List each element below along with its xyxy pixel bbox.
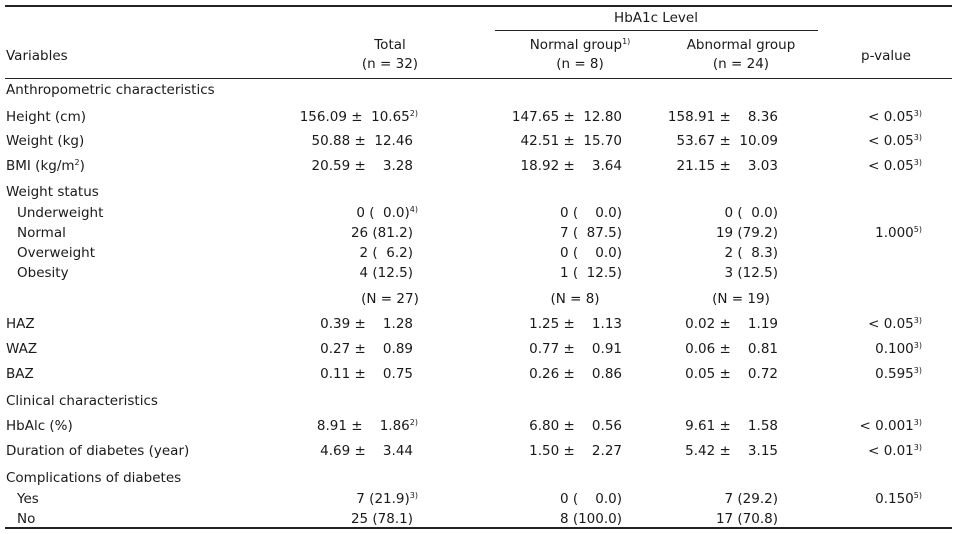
row-label: Weight status: [6, 184, 99, 200]
normal-group-cell: 1 ( 12.5): [559, 265, 622, 281]
variables-header: Variables: [6, 48, 68, 64]
abnormal-group-cell: 7 (29.2): [724, 491, 778, 507]
total-header: Total: [374, 37, 406, 53]
p-value-cell: 0.1003): [875, 341, 922, 357]
abnormal-group-cell: (N = 19): [712, 291, 770, 307]
normal-n-header: (n = 8): [556, 56, 604, 72]
row-label: Overweight: [17, 245, 95, 261]
normal-group-cell: 0 ( 0.0): [559, 245, 622, 261]
hba1c-level-header: HbA1c Level: [614, 10, 698, 26]
row-label: BAZ: [6, 366, 34, 382]
total-cell: 0 ( 0.0)4): [356, 205, 418, 221]
total-cell: 26 (81.2): [350, 225, 413, 241]
normal-group-cell: 0 ( 0.0): [559, 205, 622, 221]
total-cell: 0.27 ± 0.89: [320, 341, 413, 357]
total-cell: 7 (21.9)3): [356, 491, 418, 507]
row-label: Normal: [17, 225, 66, 241]
total-n-header: (n = 32): [361, 56, 419, 72]
total-cell: 156.09 ± 10.652): [299, 109, 418, 125]
total-cell: 25 (78.1): [350, 511, 413, 527]
row-label: Yes: [17, 491, 39, 507]
bottom-rule: [5, 527, 952, 529]
abnormal-group-cell: 5.42 ± 3.15: [685, 443, 778, 459]
normal-group-header: Normal group1): [529, 37, 631, 53]
p-value-cell: 1.0005): [875, 225, 922, 241]
normal-group-cell: 6.80 ± 0.56: [529, 418, 622, 434]
total-cell: 2 ( 6.2): [359, 245, 413, 261]
total-cell: (N = 27): [361, 291, 419, 307]
abnormal-group-cell: 9.61 ± 1.58: [685, 418, 778, 434]
row-label: Obesity: [17, 265, 69, 281]
abnormal-group-cell: 2 ( 8.3): [724, 245, 778, 261]
normal-group-cell: 147.65 ± 12.80: [511, 109, 622, 125]
row-label: No: [17, 511, 36, 527]
p-value-cell: < 0.0013): [859, 418, 922, 434]
abnormal-group-cell: 17 (70.8): [715, 511, 778, 527]
p-value-cell: 0.5953): [875, 366, 922, 382]
p-value-cell: < 0.053): [868, 133, 922, 149]
p-value-cell: < 0.053): [868, 316, 922, 332]
total-cell: 0.11 ± 0.75: [320, 366, 413, 382]
abnormal-group-cell: 19 (79.2): [715, 225, 778, 241]
normal-group-cell: 1.25 ± 1.13: [529, 316, 622, 332]
normal-group-cell: 1.50 ± 2.27: [529, 443, 622, 459]
normal-group-cell: 42.51 ± 15.70: [520, 133, 622, 149]
normal-group-cell: 7 ( 87.5): [559, 225, 622, 241]
p-value-cell: 0.1505): [875, 491, 922, 507]
abnormal-group-header: Abnormal group: [686, 37, 796, 53]
abnormal-group-cell: 21.15 ± 3.03: [676, 158, 778, 174]
total-cell: 8.91 ± 1.862): [316, 418, 418, 434]
normal-group-cell: 8 (100.0): [559, 511, 622, 527]
p-value-cell: < 0.013): [868, 443, 922, 459]
row-label: Weight (kg): [6, 133, 85, 149]
row-label: Complications of diabetes: [6, 470, 182, 486]
total-cell: 0.39 ± 1.28: [320, 316, 413, 332]
normal-group-cell: 0.77 ± 0.91: [529, 341, 622, 357]
row-label: BMI (kg/m2): [6, 158, 85, 174]
p-value-cell: < 0.053): [868, 158, 922, 174]
total-cell: 4.69 ± 3.44: [320, 443, 413, 459]
row-label: WAZ: [6, 341, 38, 357]
normal-group-cell: (N = 8): [550, 291, 600, 307]
row-label: Height (cm): [6, 109, 87, 125]
top-rule: [5, 5, 952, 7]
hba1c-span-rule: [495, 30, 818, 31]
row-label: Anthropometric characteristics: [6, 82, 215, 98]
row-label: Clinical characteristics: [6, 393, 158, 409]
total-cell: 4 (12.5): [359, 265, 413, 281]
abnormal-group-cell: 0.02 ± 1.19: [685, 316, 778, 332]
normal-group-cell: 18.92 ± 3.64: [520, 158, 622, 174]
abnormal-group-cell: 3 (12.5): [724, 265, 778, 281]
header-bottom-rule: [5, 78, 952, 79]
total-cell: 50.88 ± 12.46: [311, 133, 413, 149]
total-cell: 20.59 ± 3.28: [311, 158, 413, 174]
abnormal-group-cell: 0 ( 0.0): [724, 205, 778, 221]
normal-group-cell: 0 ( 0.0): [559, 491, 622, 507]
abnormal-group-cell: 158.91 ± 8.36: [667, 109, 778, 125]
row-label: Duration of diabetes (year): [6, 443, 190, 459]
p-value-header: p-value: [861, 48, 911, 64]
abnormal-group-cell: 0.05 ± 0.72: [685, 366, 778, 382]
row-label: Underweight: [17, 205, 104, 221]
abnormal-group-cell: 0.06 ± 0.81: [685, 341, 778, 357]
abnormal-n-header: (n = 24): [712, 56, 770, 72]
normal-group-cell: 0.26 ± 0.86: [529, 366, 622, 382]
abnormal-group-cell: 53.67 ± 10.09: [676, 133, 778, 149]
row-label: HbAlc (%): [6, 418, 73, 434]
p-value-cell: < 0.053): [868, 109, 922, 125]
row-label: HAZ: [6, 316, 35, 332]
